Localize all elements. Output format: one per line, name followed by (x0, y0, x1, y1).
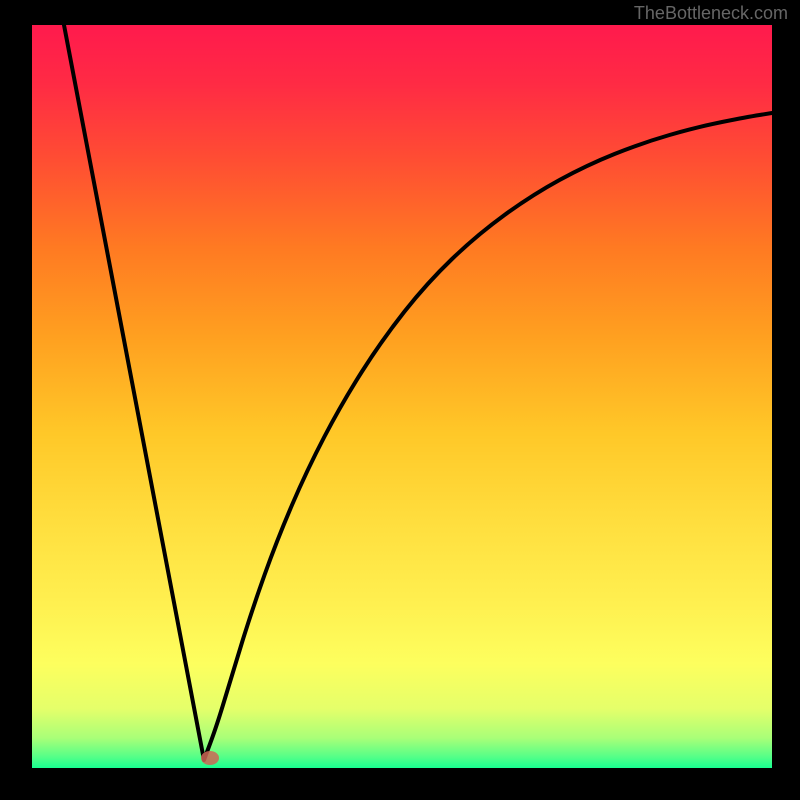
chart-curve-layer (32, 25, 772, 768)
watermark-text: TheBottleneck.com (634, 3, 788, 24)
minimum-marker (201, 751, 219, 765)
chart-plot-area (32, 25, 772, 768)
bottleneck-curve (64, 25, 772, 760)
